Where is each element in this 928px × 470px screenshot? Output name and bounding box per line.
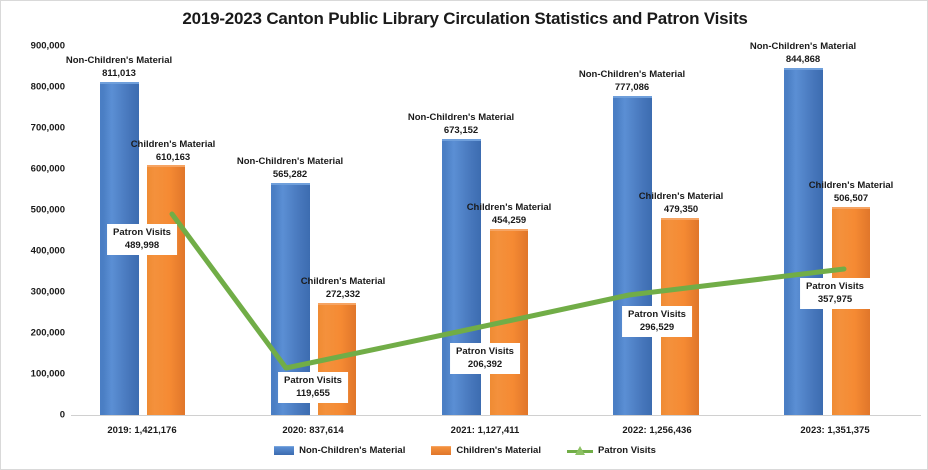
legend-label: Non-Children's Material xyxy=(299,445,406,456)
value: 673,152 xyxy=(443,124,479,136)
value: 357,975 xyxy=(817,294,853,305)
y-axis-tick: 500,000 xyxy=(30,204,65,216)
x-axis-category-2019: 2019: 1,421,176 xyxy=(107,425,177,436)
point-label-patron-visits-2019: Patron Visits 489,998 xyxy=(107,224,177,255)
series-name: Children's Material xyxy=(300,276,386,287)
bar-non-children-2023[interactable] xyxy=(784,68,823,415)
bar-label-children-2020: Children's Material 272,332 xyxy=(301,276,386,301)
legend-item-children[interactable]: Children's Material xyxy=(431,445,541,456)
point-label-patron-visits-2023: Patron Visits 357,975 xyxy=(800,278,870,309)
bar-label-non-children-2020: Non-Children's Material 565,282 xyxy=(237,156,343,181)
value: 777,086 xyxy=(614,81,650,93)
series-name: Patron Visits xyxy=(628,309,686,320)
series-name: Non-Children's Material xyxy=(578,69,686,80)
value: 489,998 xyxy=(124,240,160,251)
bar-label-children-2023: Children's Material 506,507 xyxy=(809,180,894,205)
value: 296,529 xyxy=(639,322,675,333)
value: 811,013 xyxy=(102,67,136,79)
series-name: Patron Visits xyxy=(806,281,864,292)
y-axis-tick: 400,000 xyxy=(30,245,65,257)
bar-label-non-children-2022: Non-Children's Material 777,086 xyxy=(579,69,685,94)
value: 119,655 xyxy=(296,388,330,399)
point-label-patron-visits-2020: Patron Visits 119,655 xyxy=(278,372,348,403)
series-name: Children's Material xyxy=(808,180,894,191)
series-name: Non-Children's Material xyxy=(65,55,173,66)
series-name: Children's Material xyxy=(466,202,552,213)
chart-legend: Non-Children's Material Children's Mater… xyxy=(1,445,927,456)
y-axis-tick: 700,000 xyxy=(30,122,65,134)
bar-label-non-children-2019: Non-Children's Material 811,013 xyxy=(66,55,172,80)
series-name: Non-Children's Material xyxy=(236,156,344,167)
x-axis-category-2021: 2021: 1,127,411 xyxy=(450,425,520,436)
bar-non-children-2022[interactable] xyxy=(613,96,652,415)
x-axis-line xyxy=(71,415,921,416)
bar-children-2019[interactable] xyxy=(147,165,185,415)
y-axis-tick: 0 xyxy=(59,409,65,421)
y-axis-tick: 600,000 xyxy=(30,163,65,175)
point-label-patron-visits-2022: Patron Visits 296,529 xyxy=(622,306,692,337)
y-axis-tick: 300,000 xyxy=(30,286,65,298)
legend-label: Children's Material xyxy=(456,445,541,456)
y-axis-tick: 800,000 xyxy=(30,81,65,93)
series-name: Patron Visits xyxy=(456,346,514,357)
x-axis-category-2023: 2023: 1,351,375 xyxy=(800,425,870,436)
series-name: Children's Material xyxy=(638,191,724,202)
y-axis-tick: 100,000 xyxy=(30,368,65,380)
value: 206,392 xyxy=(467,359,503,370)
bar-children-2023[interactable] xyxy=(832,207,870,415)
bar-label-children-2021: Children's Material 454,259 xyxy=(467,202,552,227)
y-axis: 900,000 800,000 700,000 600,000 500,000 … xyxy=(3,1,65,469)
legend-item-patron-visits[interactable]: Patron Visits xyxy=(566,445,656,456)
value: 844,868 xyxy=(785,53,821,65)
bar-label-children-2022: Children's Material 479,350 xyxy=(639,191,724,216)
y-axis-tick: 900,000 xyxy=(30,40,65,52)
value: 479,350 xyxy=(663,203,699,215)
value: 565,282 xyxy=(272,168,308,180)
value: 610,163 xyxy=(155,151,191,163)
series-name: Patron Visits xyxy=(113,227,171,238)
legend-triangle-marker-icon xyxy=(574,445,585,455)
series-name: Children's Material xyxy=(130,139,216,150)
series-name: Patron Visits xyxy=(284,375,342,386)
value: 272,332 xyxy=(325,288,361,300)
legend-swatch-bar-icon xyxy=(431,446,452,455)
bar-label-non-children-2021: Non-Children's Material 673,152 xyxy=(408,112,514,137)
x-axis-category-2020: 2020: 837,614 xyxy=(282,425,344,436)
value: 454,259 xyxy=(491,214,527,226)
legend-swatch-bar-icon xyxy=(274,446,295,455)
point-label-patron-visits-2021: Patron Visits 206,392 xyxy=(450,343,520,374)
x-axis-category-2022: 2022: 1,256,436 xyxy=(622,425,692,436)
legend-item-non-children[interactable]: Non-Children's Material xyxy=(274,445,405,456)
bar-children-2021[interactable] xyxy=(490,229,528,415)
legend-label: Patron Visits xyxy=(597,445,656,456)
series-name: Non-Children's Material xyxy=(407,112,515,123)
bar-label-children-2019: Children's Material 610,163 xyxy=(131,139,216,164)
value: 506,507 xyxy=(833,192,869,204)
series-name: Non-Children's Material xyxy=(749,41,857,52)
y-axis-tick: 200,000 xyxy=(30,327,65,339)
bar-label-non-children-2023: Non-Children's Material 844,868 xyxy=(750,41,856,66)
legend-swatch-line-marker-icon xyxy=(566,445,593,456)
chart-title: 2019-2023 Canton Public Library Circulat… xyxy=(182,9,748,28)
